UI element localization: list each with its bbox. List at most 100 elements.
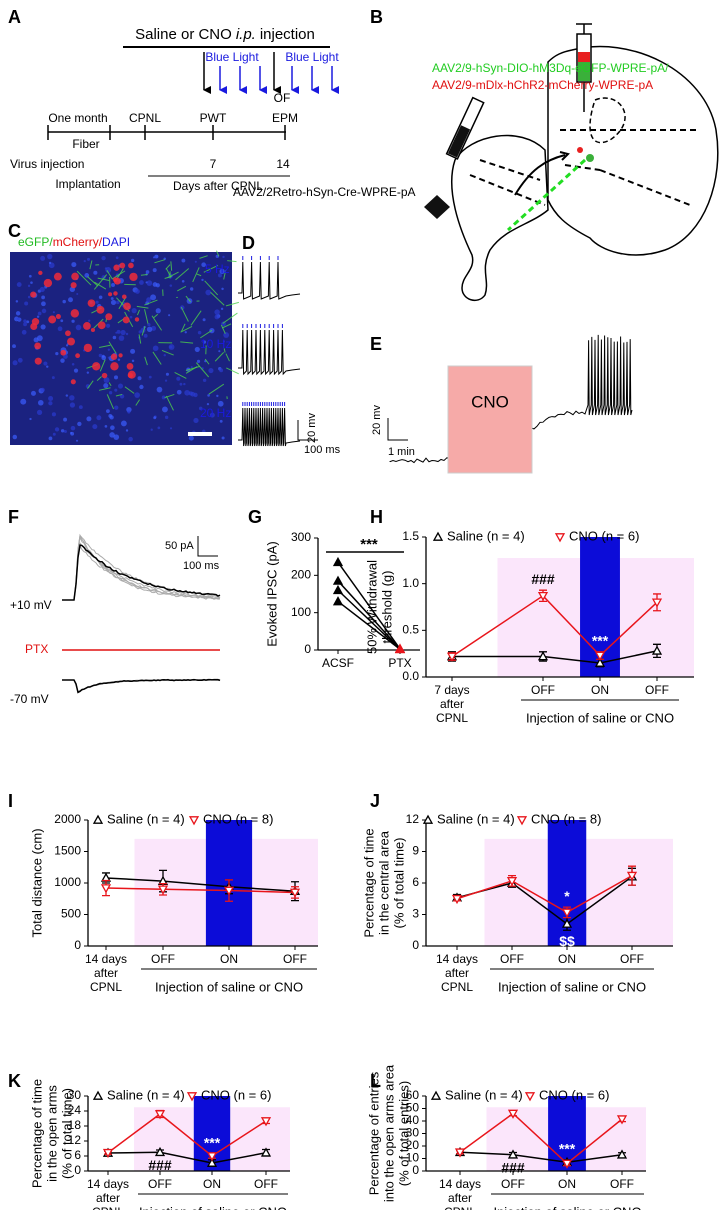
- cell: [161, 395, 166, 400]
- trace: [62, 678, 221, 694]
- point: [451, 894, 463, 905]
- fiber: [99, 344, 111, 348]
- point: [332, 596, 344, 606]
- panel-label: J: [370, 791, 380, 811]
- point: [394, 643, 406, 654]
- cell: [87, 299, 96, 307]
- cell: [27, 284, 31, 288]
- cell: [109, 432, 115, 438]
- cell: [30, 390, 36, 396]
- injection-route: i.p.: [236, 26, 256, 43]
- scale-label: 20 mv: [306, 413, 318, 443]
- x-tick-label-box: ON: [558, 1177, 576, 1191]
- fiber: [200, 329, 213, 339]
- x-tick-label-box: ON: [203, 1177, 221, 1191]
- cell: [71, 272, 79, 281]
- fiber: [144, 309, 149, 324]
- y-axis-label: Evoked IPSC (pA): [264, 541, 279, 647]
- cell: [60, 349, 67, 356]
- legend-label: Saline (n = 4): [445, 1087, 523, 1102]
- fiber: [99, 359, 106, 372]
- x-tick-label-box: 14 days after CPNL: [439, 1177, 481, 1210]
- cell: [51, 376, 55, 380]
- x-tick-label-box: PTX: [388, 656, 411, 670]
- cell: [37, 311, 42, 316]
- point: [616, 1115, 628, 1125]
- cell: [20, 398, 27, 405]
- fiber: [93, 274, 108, 290]
- y-tick-label: 0.5: [402, 623, 419, 637]
- cell: [164, 415, 169, 420]
- fiber: [165, 395, 174, 411]
- panel-label: F: [8, 507, 19, 527]
- y-tick-label: 24: [68, 1103, 82, 1117]
- cell: [120, 420, 127, 427]
- timeline-label: Virus injection: [10, 157, 84, 171]
- cell: [217, 273, 222, 278]
- fiber: [106, 270, 113, 279]
- cell: [126, 362, 134, 370]
- cell: [39, 286, 45, 293]
- cell: [98, 295, 103, 300]
- cell: [40, 324, 46, 330]
- x-tick-label: OFF: [501, 1177, 525, 1191]
- trace: [62, 544, 221, 601]
- fiber: [180, 325, 193, 333]
- cell: [112, 335, 117, 340]
- cell: [63, 417, 68, 422]
- cell: [145, 281, 148, 284]
- x-tick-label-box: OFF: [254, 1177, 278, 1191]
- cell: [76, 292, 79, 296]
- point: [454, 1148, 466, 1158]
- cell: [129, 315, 133, 319]
- x-tick-label: OFF: [645, 683, 669, 697]
- point: [594, 657, 606, 667]
- cell: [107, 356, 110, 359]
- cell: [165, 372, 169, 376]
- cell: [176, 376, 181, 381]
- point: [260, 1117, 272, 1127]
- fiber: [136, 305, 149, 309]
- fiber: [161, 349, 174, 356]
- cell: [137, 376, 142, 381]
- y-axis-label: Percentage of time: [361, 828, 376, 937]
- trace-label: -70 mV: [10, 692, 49, 706]
- legend-marker: [432, 531, 444, 541]
- cell: [65, 394, 69, 397]
- fiber: [192, 267, 200, 283]
- cell: [15, 300, 19, 303]
- cell: [146, 297, 152, 303]
- cell: [36, 315, 40, 318]
- x-tick-label: OFF: [148, 1177, 172, 1191]
- fiber: [225, 353, 230, 362]
- x-tick-label: OFF: [620, 952, 644, 966]
- cell: [75, 324, 82, 331]
- cell: [214, 309, 220, 315]
- fiber: [199, 255, 208, 259]
- cell: [71, 363, 75, 366]
- cell: [48, 395, 54, 401]
- x-tick-label-box: 14 days after CPNL: [436, 952, 478, 994]
- cell: [129, 272, 138, 282]
- cell: [41, 295, 46, 300]
- cell: [97, 321, 106, 330]
- cell: [113, 375, 119, 380]
- fiber: [174, 372, 187, 379]
- trace: [62, 679, 221, 693]
- legend-label: CNO (n = 6): [201, 1087, 271, 1102]
- stain-egfp: eGFP/: [18, 235, 53, 249]
- y-tick-label: 0: [304, 642, 311, 656]
- cell: [202, 378, 207, 383]
- cell: [114, 388, 118, 392]
- point: [561, 908, 573, 918]
- cell: [40, 387, 45, 393]
- legend-label: Saline (n = 4): [107, 1087, 185, 1102]
- cell: [62, 299, 66, 304]
- y-axis-label: Percentage of entries: [366, 1071, 381, 1195]
- x-tick-label: 14 days after CPNL: [84, 952, 128, 994]
- group-label: Injection of saline or CNO: [139, 1204, 287, 1210]
- blue-light: Blue Light: [285, 50, 339, 64]
- cell: [123, 302, 131, 311]
- cell: [201, 278, 204, 282]
- y-tick-label: 0: [412, 1163, 419, 1177]
